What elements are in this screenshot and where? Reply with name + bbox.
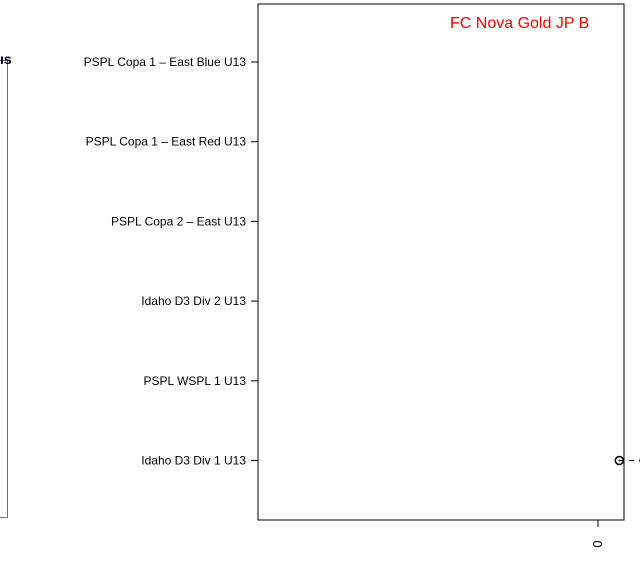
reference-line-label: FC Nova Gold JP B: [450, 15, 589, 32]
y-tick-label: PSPL WSPL 1 U13: [144, 374, 247, 388]
cut-off-label: ıs: [0, 51, 12, 67]
y-tick-label: PSPL Copa 2 – East U13: [111, 214, 246, 228]
y-tick-label: Idaho D3 Div 1 U13: [141, 454, 246, 468]
data-point: [614, 455, 625, 466]
y-tick-label: PSPL Copa 1 – East Red U13: [86, 135, 247, 149]
plot-frame: [257, 3, 625, 521]
y-tick-label: Idaho D3 Div 2 U13: [141, 294, 246, 308]
data-point-center: [618, 459, 621, 462]
x-tick-label: 0: [590, 540, 605, 547]
side-panel-border: [0, 60, 8, 518]
y-tick-label: PSPL Copa 1 – East Blue U13: [84, 55, 247, 69]
